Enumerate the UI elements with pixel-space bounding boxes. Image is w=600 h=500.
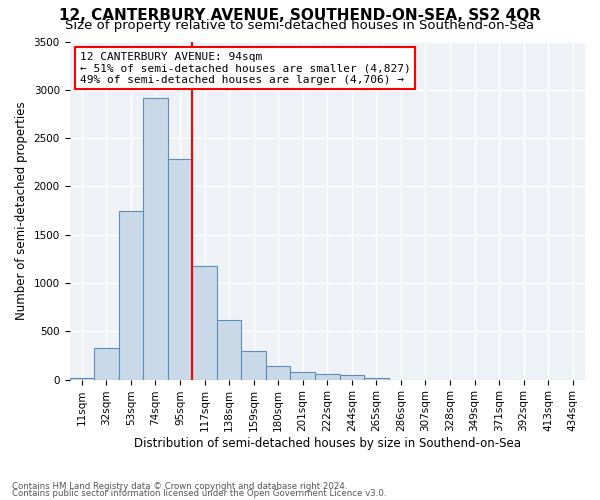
Bar — [192, 266, 217, 380]
Bar — [168, 160, 192, 380]
Bar — [340, 376, 364, 380]
Bar — [364, 378, 389, 380]
Bar — [94, 348, 119, 380]
Bar — [143, 98, 168, 380]
Bar — [119, 210, 143, 380]
Text: Contains public sector information licensed under the Open Government Licence v3: Contains public sector information licen… — [12, 489, 386, 498]
Bar — [241, 350, 266, 380]
X-axis label: Distribution of semi-detached houses by size in Southend-on-Sea: Distribution of semi-detached houses by … — [134, 437, 521, 450]
Bar — [290, 372, 315, 380]
Text: Size of property relative to semi-detached houses in Southend-on-Sea: Size of property relative to semi-detach… — [65, 19, 535, 32]
Text: 12 CANTERBURY AVENUE: 94sqm
← 51% of semi-detached houses are smaller (4,827)
49: 12 CANTERBURY AVENUE: 94sqm ← 51% of sem… — [80, 52, 410, 85]
Bar — [70, 378, 94, 380]
Text: 12, CANTERBURY AVENUE, SOUTHEND-ON-SEA, SS2 4QR: 12, CANTERBURY AVENUE, SOUTHEND-ON-SEA, … — [59, 8, 541, 22]
Bar — [315, 374, 340, 380]
Bar — [217, 320, 241, 380]
Text: Contains HM Land Registry data © Crown copyright and database right 2024.: Contains HM Land Registry data © Crown c… — [12, 482, 347, 491]
Y-axis label: Number of semi-detached properties: Number of semi-detached properties — [15, 101, 28, 320]
Bar — [266, 366, 290, 380]
